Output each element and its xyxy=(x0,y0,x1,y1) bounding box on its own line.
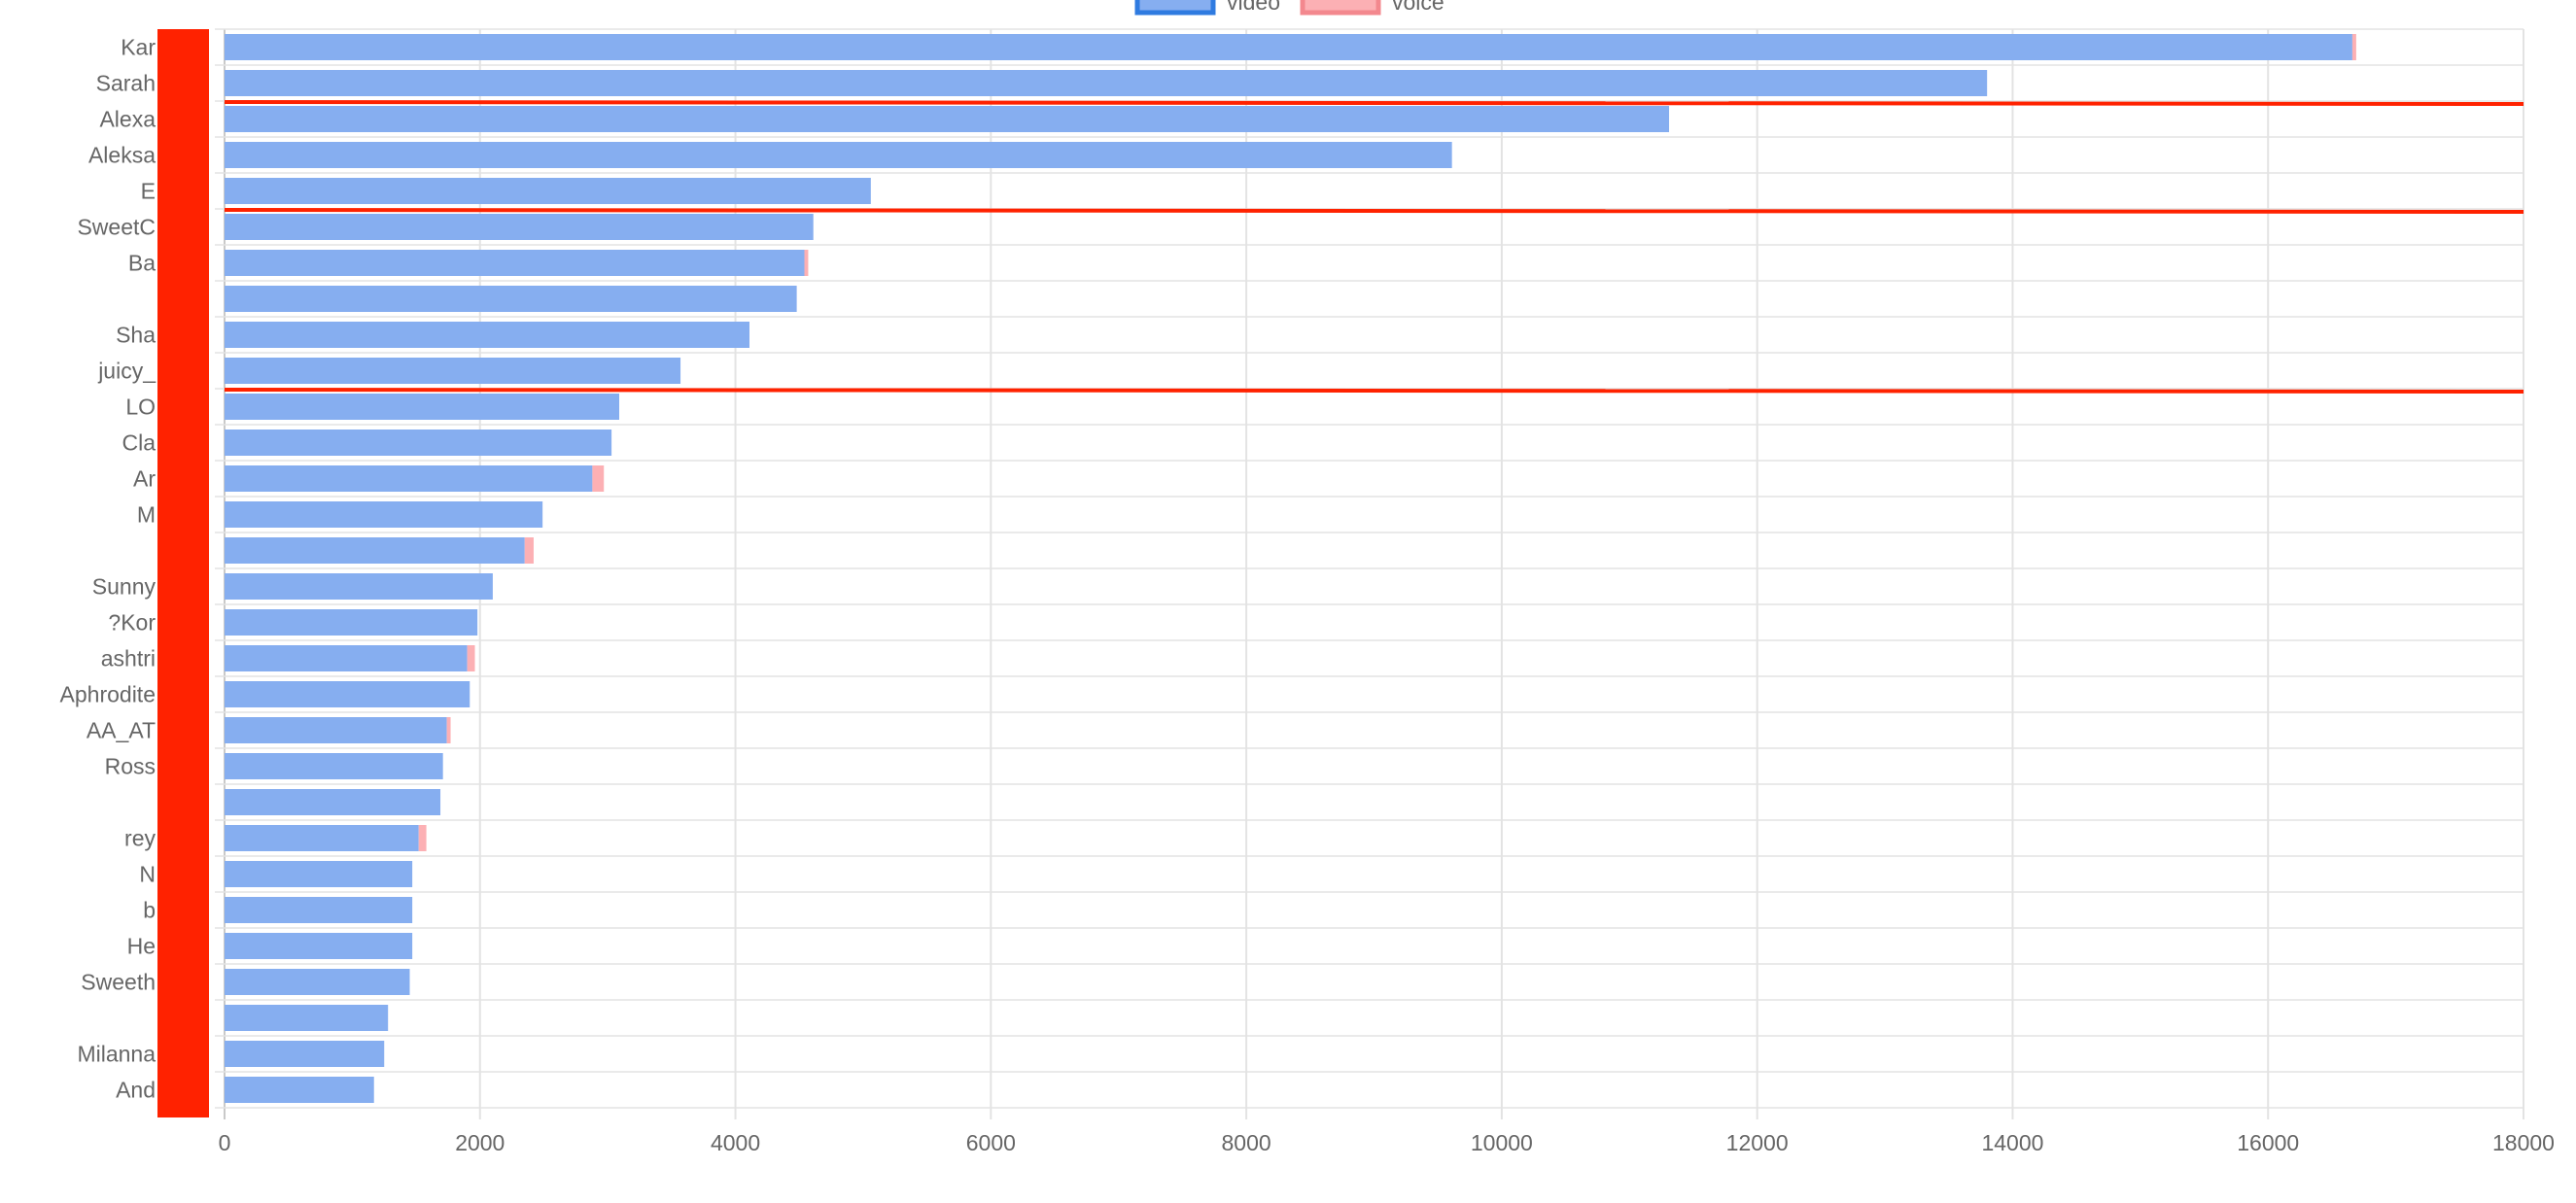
bar-video xyxy=(225,1041,385,1067)
bar-video xyxy=(225,753,443,779)
bar-video xyxy=(225,501,543,528)
bar-video xyxy=(225,322,750,348)
category-label: SweetC xyxy=(77,215,156,240)
legend-swatch-voice xyxy=(1300,0,1381,16)
redaction-block xyxy=(157,29,209,1117)
category-label: rey xyxy=(124,826,156,851)
bar-video xyxy=(225,1005,389,1031)
bar-voice xyxy=(524,537,534,564)
category-label: ashtri xyxy=(101,646,156,671)
category-label: Milanna xyxy=(77,1042,156,1067)
category-label: juicy_ xyxy=(97,359,157,384)
bar-video xyxy=(225,394,619,420)
bar-video xyxy=(225,537,525,564)
bar-video xyxy=(225,897,413,923)
x-tick-label: 6000 xyxy=(966,1130,1016,1155)
bar-video xyxy=(225,681,470,707)
x-tick-label: 4000 xyxy=(711,1130,760,1155)
category-labels: Kar Sarah Alexa Aleksa E SweetC Ba Sha juicy_ LO C… xyxy=(60,35,157,1103)
category-label: AA_AT xyxy=(87,718,156,743)
bar-video xyxy=(225,286,797,312)
bar-video xyxy=(225,178,871,204)
bar-voice xyxy=(2351,34,2356,60)
bar-video xyxy=(225,358,681,384)
bar-video xyxy=(225,969,410,995)
bar-video xyxy=(225,645,468,671)
category-label: N xyxy=(139,862,156,887)
bar-video xyxy=(225,214,814,240)
x-tick-label: 8000 xyxy=(1222,1130,1271,1155)
red-underline-rule xyxy=(224,100,2524,106)
bar-video xyxy=(225,1077,374,1103)
bar-video xyxy=(225,573,493,600)
category-label: Aleksa xyxy=(88,143,156,168)
category-label: M xyxy=(137,502,156,528)
category-label: Aphrodite xyxy=(60,682,156,707)
category-label: Sunny xyxy=(92,574,157,600)
category-label: Ba xyxy=(128,251,156,276)
category-label: Sha xyxy=(116,323,156,348)
category-label: Ar xyxy=(133,466,156,492)
bar-video xyxy=(225,250,805,276)
category-label: And xyxy=(116,1078,156,1103)
x-axis-ticks: 0 2000 4000 6000 8000 10000 12000 14000 16000 180… xyxy=(219,1130,2555,1155)
category-label: Sweeth xyxy=(81,970,156,995)
bar-video xyxy=(225,106,1670,132)
bar-voice xyxy=(804,250,809,276)
chart-bars xyxy=(225,34,2356,1103)
category-label: ?Kor xyxy=(108,610,156,636)
category-label: LO xyxy=(125,395,156,420)
legend-label-voice: voice xyxy=(1392,0,1445,15)
bar-voice xyxy=(467,645,475,671)
bar-video xyxy=(225,789,441,815)
x-tick-label: 14000 xyxy=(1981,1130,2043,1155)
x-tick-label: 18000 xyxy=(2492,1130,2555,1155)
category-label: Ross xyxy=(105,754,156,779)
red-underline-rule xyxy=(224,208,2524,214)
bar-video xyxy=(225,70,1988,96)
bar-video xyxy=(225,465,593,492)
bar-video xyxy=(225,430,612,456)
bar-video xyxy=(225,609,478,636)
category-label: Alexa xyxy=(99,107,156,132)
bar-voice xyxy=(418,825,427,851)
bar-voice xyxy=(592,465,605,492)
x-tick-label: 0 xyxy=(219,1130,231,1155)
category-label: Sarah xyxy=(96,71,156,96)
bar-video xyxy=(225,933,413,959)
bar-video xyxy=(225,34,2352,60)
red-underline-rule xyxy=(224,388,2524,394)
chart-legend: video voice xyxy=(1134,0,1445,16)
bar-video xyxy=(225,717,447,743)
category-label: b xyxy=(143,898,156,923)
x-tick-label: 12000 xyxy=(1726,1130,1789,1155)
bar-video xyxy=(225,861,413,887)
x-tick-label: 2000 xyxy=(455,1130,505,1155)
legend-label-video: video xyxy=(1227,0,1280,15)
category-label: Cla xyxy=(122,430,156,456)
category-label: He xyxy=(127,934,156,959)
x-tick-label: 16000 xyxy=(2237,1130,2299,1155)
category-label: Kar xyxy=(121,35,156,60)
x-tick-label: 10000 xyxy=(1471,1130,1533,1155)
bar-voice xyxy=(446,717,451,743)
bar-video xyxy=(225,142,1452,168)
bar-video xyxy=(225,825,419,851)
legend-swatch-video xyxy=(1134,0,1216,16)
category-label: E xyxy=(141,179,156,204)
redaction-overlays xyxy=(157,29,2524,1117)
